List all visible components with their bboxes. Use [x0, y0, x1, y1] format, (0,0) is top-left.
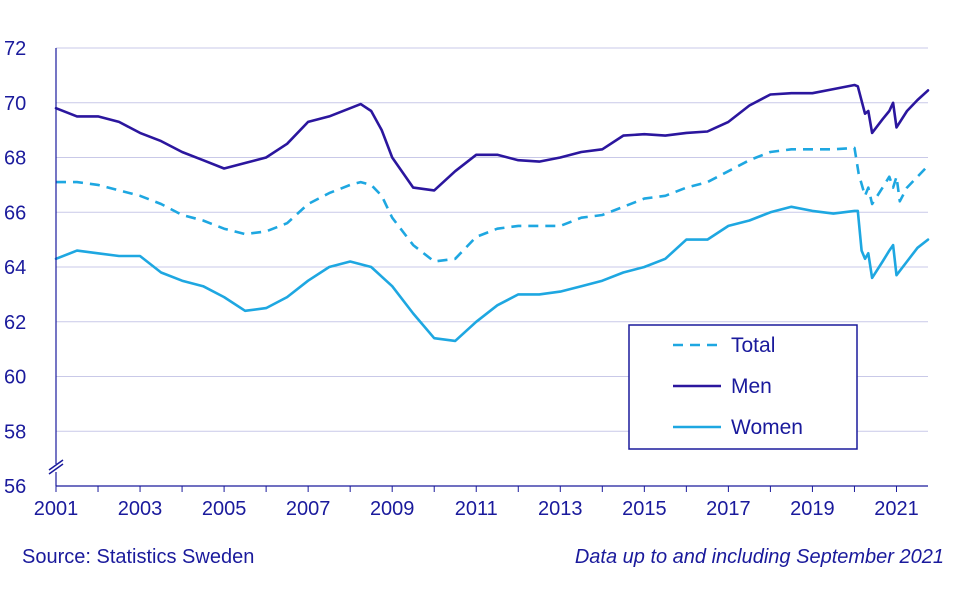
- axis-break-stroke: [48, 459, 64, 471]
- y-tick-label: 62: [4, 312, 26, 334]
- y-tick-label: 66: [4, 202, 26, 224]
- y-tick-label: 60: [4, 367, 26, 389]
- x-tick-label: 2003: [118, 498, 163, 520]
- legend: Total Men Women: [628, 324, 858, 450]
- x-tick-label: 2013: [538, 498, 583, 520]
- x-tick-label: 2017: [706, 498, 751, 520]
- y-tick-label: 70: [4, 93, 26, 115]
- x-tick-label: 2001: [34, 498, 79, 520]
- y-tick-label: 56: [4, 476, 26, 498]
- source-note: Source: Statistics Sweden: [22, 546, 255, 568]
- x-tick-label: 2007: [286, 498, 331, 520]
- y-tick-label: 68: [4, 148, 26, 170]
- data-period-note: Data up to and including September 2021: [574, 546, 944, 568]
- legend-label-total: Total: [731, 334, 775, 357]
- x-tick-label: 2021: [874, 498, 919, 520]
- y-axis-tick-labels: 56 58 60 62 64 66 68 70 72: [4, 38, 26, 498]
- x-tick-label: 2015: [622, 498, 667, 520]
- y-tick-label: 64: [4, 257, 26, 279]
- x-tick-label: 2011: [455, 498, 498, 520]
- legend-box: [628, 324, 858, 450]
- legend-label-women: Women: [731, 416, 803, 439]
- series-lines: [54, 83, 930, 343]
- series-line-women: [54, 205, 930, 343]
- y-tick-label: 58: [4, 421, 26, 443]
- axis-break-stroke: [48, 463, 64, 475]
- x-axis-tick-labels: 2001 2003 2005 2007 2009 2011 2013 2015 2017 2019…: [34, 498, 919, 520]
- x-tick-label: 2009: [370, 498, 415, 520]
- series-line-total: [56, 146, 929, 263]
- legend-label-men: Men: [731, 375, 772, 398]
- y-tick-label: 72: [4, 38, 26, 60]
- x-tick-label: 2019: [790, 498, 835, 520]
- axis-break-mark: [48, 459, 64, 475]
- axis-break-gap: [50, 464, 62, 472]
- gridlines: [56, 47, 928, 432]
- axes: [48, 48, 928, 492]
- series-line-men: [54, 83, 930, 192]
- x-tick-label: 2005: [202, 498, 247, 520]
